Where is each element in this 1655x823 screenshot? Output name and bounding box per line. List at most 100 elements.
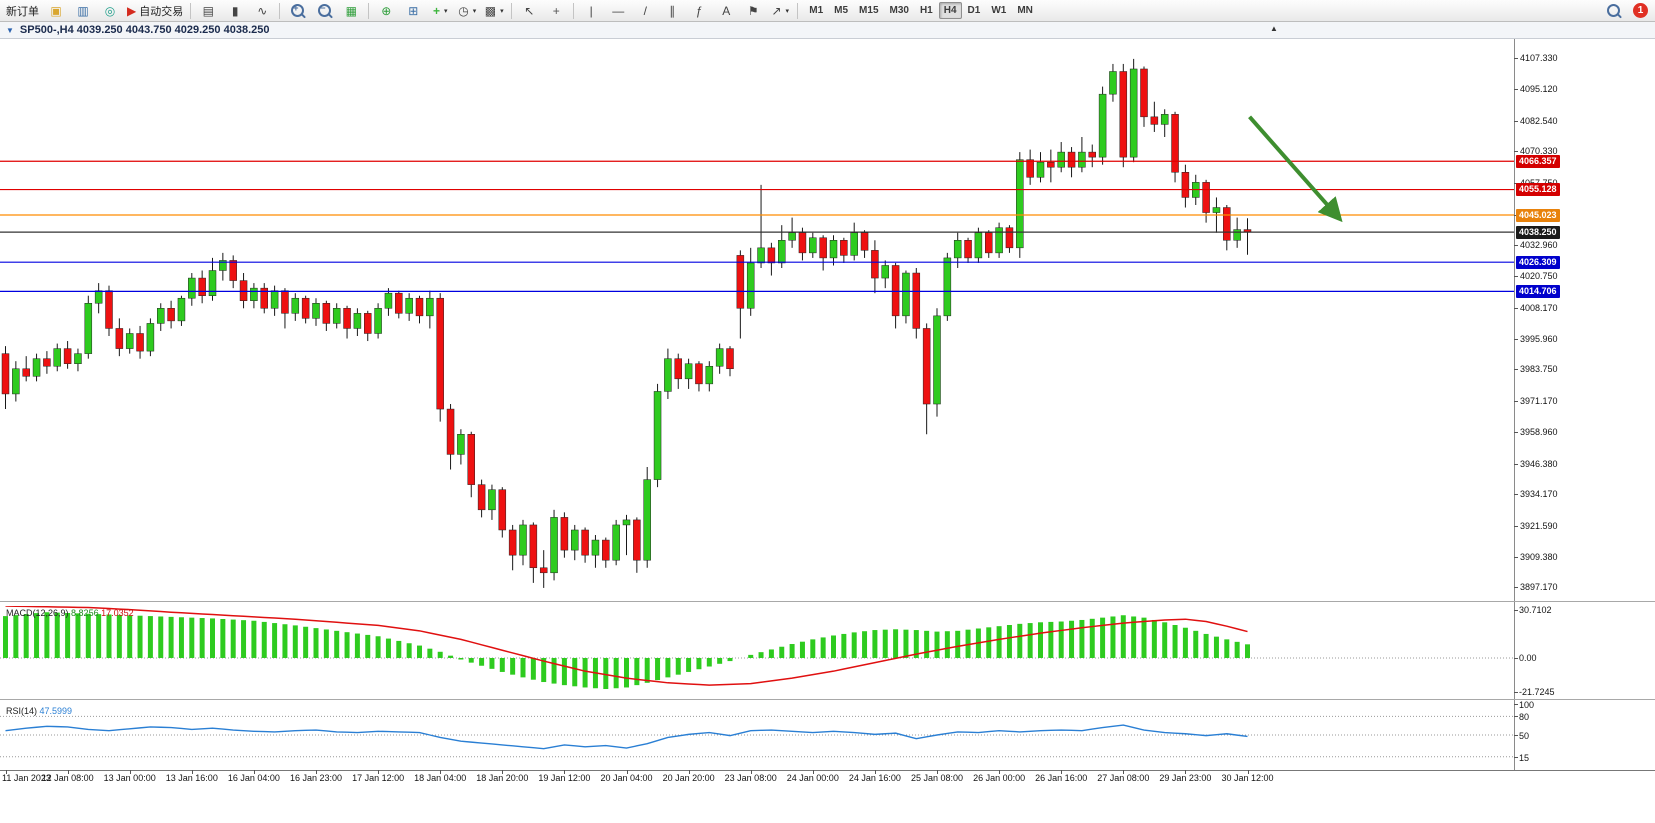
timeframe-m15-button[interactable]: M15 (859, 5, 879, 16)
label-tool-button[interactable]: ⚑ (740, 1, 766, 20)
candle-body (1036, 161, 1045, 178)
cursor-button[interactable]: ↖ (516, 1, 542, 20)
candle-body (757, 247, 765, 264)
notifications-badge[interactable]: 1 (1633, 3, 1648, 18)
text-tool-button[interactable]: A (713, 1, 739, 20)
vertical-line-button[interactable]: | (578, 1, 604, 20)
timeframe-d1-button[interactable]: D1 (967, 5, 981, 16)
horizontal-line-button[interactable]: — (605, 1, 631, 20)
candle-body (43, 358, 51, 367)
candle-body (208, 270, 217, 296)
main-toolbar: 新订单 ▣ ▥ ◎ ▶ 自动交易 ▤ ▮ ∿ + − ▦ ⊕ ⊞ + ▾ ◷ ▾ ▩… (0, 0, 1655, 22)
toolbar-separator (511, 2, 513, 19)
candle-body (1098, 93, 1107, 158)
macd-pane-splitter[interactable] (0, 601, 1655, 602)
candle-body (809, 237, 817, 254)
candle-body (1212, 207, 1221, 213)
indicator-windows-button[interactable]: ⊞ (400, 1, 426, 20)
candle-body (643, 479, 651, 561)
candle-body (767, 247, 776, 264)
candle-body (167, 308, 175, 322)
candle-body (157, 308, 165, 324)
candle-body (395, 292, 403, 314)
auto-trading-button[interactable]: ▶ 自动交易 (124, 1, 186, 20)
candle-body (498, 489, 507, 531)
timeframe-w1-button[interactable]: W1 (991, 5, 1007, 16)
candle-body (446, 408, 455, 455)
new-chart-button[interactable]: ▣ (43, 1, 69, 20)
zoom-out-button[interactable]: − (311, 1, 337, 20)
timeframe-m30-button[interactable]: M30 (889, 5, 909, 16)
fibonacci-button[interactable]: ƒ (686, 1, 712, 20)
candle-body (105, 290, 113, 329)
tile-windows-button[interactable]: ▦ (338, 1, 364, 20)
candle-body (612, 524, 620, 561)
candle-body (902, 272, 910, 317)
candlestick-chart-button[interactable]: ▮ (222, 1, 248, 20)
candle-body (519, 524, 527, 556)
candle-body (467, 434, 475, 485)
new-order-button[interactable]: 新订单 (3, 1, 42, 20)
candle-body (695, 363, 703, 385)
zoom-out-icon: − (317, 4, 331, 17)
timeframe-mn-button[interactable]: MN (1017, 5, 1033, 16)
periods-button[interactable]: ◷ ▾ (454, 1, 480, 20)
price-pane[interactable] (0, 58, 1514, 588)
channel-button[interactable]: ∥ (659, 1, 685, 20)
templates-button[interactable]: ▩ ▾ (481, 1, 507, 20)
ohlc-collapse-icon[interactable]: ▼ (6, 25, 14, 35)
candle-body (705, 365, 714, 385)
candle-body (881, 265, 889, 279)
dropdown-arrow-icon: ▾ (443, 7, 448, 15)
arrow-tools-icon: ↗ (771, 3, 782, 18)
line-chart-button[interactable]: ∿ (249, 1, 275, 20)
bar-chart-button[interactable]: ▤ (195, 1, 221, 20)
add-indicator-button[interactable]: + ▾ (427, 1, 453, 20)
candle-body (1119, 71, 1128, 158)
candle-body (1088, 151, 1096, 158)
candle-body (1223, 207, 1231, 241)
market-watch-button[interactable]: ▥ (70, 1, 96, 20)
crosshair-button[interactable]: + (543, 1, 569, 20)
candle-body (798, 232, 807, 254)
chart-shift-marker[interactable]: ▲ (1270, 24, 1278, 33)
annotation-arrow[interactable] (1248, 115, 1343, 223)
candle-body (995, 227, 1003, 254)
candle-body (912, 272, 921, 329)
zoom-in-button[interactable]: + (284, 1, 310, 20)
candle-body (291, 297, 300, 314)
navigator-button[interactable]: ◎ (97, 1, 123, 20)
candle-body (633, 519, 641, 561)
periods-icon: ◷ (458, 3, 469, 18)
timeframe-m1-button[interactable]: M1 (809, 5, 824, 16)
add-indicator-icon: + (432, 3, 440, 18)
candle-body (1109, 71, 1117, 95)
candle-body (715, 348, 724, 367)
toolbar-separator (279, 2, 281, 19)
candle-body (933, 315, 941, 405)
candle-body (964, 240, 972, 259)
candle-body (1016, 159, 1024, 249)
timeframe-h4-button[interactable]: H4 (938, 2, 962, 19)
candle-body (32, 358, 41, 377)
search-button[interactable] (1600, 1, 1626, 20)
indicators-button[interactable]: ⊕ (373, 1, 399, 20)
rsi-pane[interactable] (0, 715, 1514, 758)
toolbar-separator (797, 2, 799, 19)
candle-body (281, 290, 289, 314)
timeframe-m5-button[interactable]: M5 (834, 5, 849, 16)
arrow-tools-button[interactable]: ↗ ▾ (767, 1, 793, 20)
vertical-line-icon: | (589, 3, 593, 18)
trendline-button[interactable]: / (632, 1, 658, 20)
price-axis-border (1514, 39, 1515, 770)
candle-body (726, 348, 734, 370)
candle-body (1171, 114, 1179, 173)
candle-body (550, 517, 558, 574)
rsi-pane-splitter[interactable] (0, 699, 1655, 700)
macd-pane[interactable] (0, 606, 1514, 690)
candle-body (1047, 161, 1055, 168)
candle-body (788, 232, 796, 241)
timeframe-h1-button[interactable]: H1 (919, 5, 933, 16)
